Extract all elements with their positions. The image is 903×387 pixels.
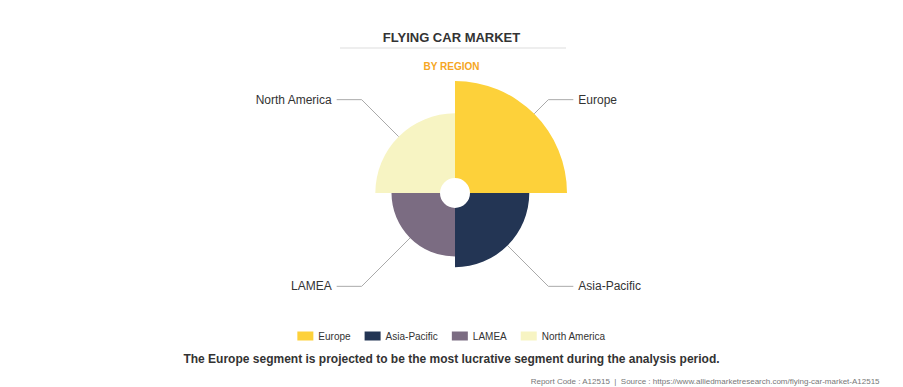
svg-text:Europe: Europe bbox=[318, 331, 351, 342]
svg-text:North America: North America bbox=[542, 331, 606, 342]
svg-text:Asia-Pacific: Asia-Pacific bbox=[386, 331, 438, 342]
svg-text:North America: North America bbox=[256, 93, 332, 107]
svg-text:FLYING CAR MARKET: FLYING CAR MARKET bbox=[383, 30, 521, 45]
svg-text:Report Code : A12515 | Sourc: Report Code : A12515 | Source : https://… bbox=[531, 377, 880, 386]
svg-text:LAMEA: LAMEA bbox=[473, 331, 507, 342]
svg-text:LAMEA: LAMEA bbox=[291, 279, 332, 293]
svg-text:Asia-Pacific: Asia-Pacific bbox=[578, 279, 641, 293]
svg-text:BY REGION: BY REGION bbox=[424, 61, 480, 72]
svg-text:Europe: Europe bbox=[578, 93, 617, 107]
svg-text:The Europe segment is projecte: The Europe segment is projected to be th… bbox=[183, 352, 719, 366]
